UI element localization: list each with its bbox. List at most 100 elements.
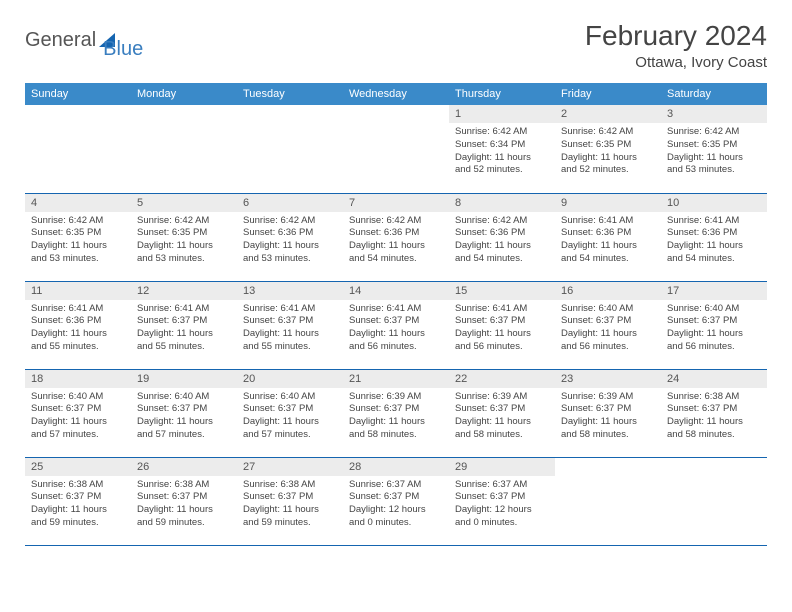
day-detail: Sunrise: 6:42 AMSunset: 6:35 PMDaylight:…: [25, 212, 131, 272]
day-number: 3: [661, 105, 767, 123]
sunset-text: Sunset: 6:37 PM: [243, 403, 337, 416]
day-cell: 27Sunrise: 6:38 AMSunset: 6:37 PMDayligh…: [237, 457, 343, 545]
weekday-wed: Wednesday: [343, 83, 449, 105]
sunset-text: Sunset: 6:36 PM: [31, 315, 125, 328]
sunset-text: Sunset: 6:37 PM: [667, 315, 761, 328]
sunset-text: Sunset: 6:37 PM: [455, 403, 549, 416]
day-detail: [343, 123, 449, 132]
sunset-text: Sunset: 6:37 PM: [349, 403, 443, 416]
day-detail: Sunrise: 6:39 AMSunset: 6:37 PMDaylight:…: [343, 388, 449, 448]
daylight-text: Daylight: 11 hours and 59 minutes.: [137, 504, 231, 530]
day-detail: Sunrise: 6:41 AMSunset: 6:36 PMDaylight:…: [555, 212, 661, 272]
sunset-text: Sunset: 6:37 PM: [31, 491, 125, 504]
calendar-week-row: 25Sunrise: 6:38 AMSunset: 6:37 PMDayligh…: [25, 457, 767, 545]
logo: General Blue: [25, 20, 143, 61]
day-number: 11: [25, 282, 131, 300]
sunrise-text: Sunrise: 6:39 AM: [561, 391, 655, 404]
sunrise-text: Sunrise: 6:39 AM: [349, 391, 443, 404]
logo-word-general: General: [25, 29, 96, 51]
sunrise-text: Sunrise: 6:42 AM: [667, 126, 761, 139]
sunrise-text: Sunrise: 6:42 AM: [455, 126, 549, 139]
sunset-text: Sunset: 6:36 PM: [561, 227, 655, 240]
daylight-text: Daylight: 11 hours and 53 minutes.: [243, 240, 337, 266]
day-cell: 9Sunrise: 6:41 AMSunset: 6:36 PMDaylight…: [555, 193, 661, 281]
day-cell: 6Sunrise: 6:42 AMSunset: 6:36 PMDaylight…: [237, 193, 343, 281]
day-cell: 12Sunrise: 6:41 AMSunset: 6:37 PMDayligh…: [131, 281, 237, 369]
sunset-text: Sunset: 6:37 PM: [561, 315, 655, 328]
day-detail: Sunrise: 6:40 AMSunset: 6:37 PMDaylight:…: [237, 388, 343, 448]
day-cell: 7Sunrise: 6:42 AMSunset: 6:36 PMDaylight…: [343, 193, 449, 281]
day-number: 8: [449, 194, 555, 212]
day-number: 2: [555, 105, 661, 123]
day-detail: [131, 123, 237, 132]
day-cell: [343, 105, 449, 193]
day-cell: [661, 457, 767, 545]
day-cell: 11Sunrise: 6:41 AMSunset: 6:36 PMDayligh…: [25, 281, 131, 369]
day-detail: Sunrise: 6:38 AMSunset: 6:37 PMDaylight:…: [131, 476, 237, 536]
sunset-text: Sunset: 6:37 PM: [561, 403, 655, 416]
daylight-text: Daylight: 11 hours and 56 minutes.: [455, 328, 549, 354]
day-detail: Sunrise: 6:42 AMSunset: 6:35 PMDaylight:…: [555, 123, 661, 183]
calendar-body: 1Sunrise: 6:42 AMSunset: 6:34 PMDaylight…: [25, 105, 767, 545]
day-number: 29: [449, 458, 555, 476]
weekday-tue: Tuesday: [237, 83, 343, 105]
day-cell: 23Sunrise: 6:39 AMSunset: 6:37 PMDayligh…: [555, 369, 661, 457]
sunrise-text: Sunrise: 6:42 AM: [455, 215, 549, 228]
weekday-sat: Saturday: [661, 83, 767, 105]
daylight-text: Daylight: 11 hours and 55 minutes.: [31, 328, 125, 354]
sunrise-text: Sunrise: 6:38 AM: [31, 479, 125, 492]
daylight-text: Daylight: 11 hours and 58 minutes.: [561, 416, 655, 442]
day-number: 27: [237, 458, 343, 476]
day-cell: 15Sunrise: 6:41 AMSunset: 6:37 PMDayligh…: [449, 281, 555, 369]
day-detail: Sunrise: 6:40 AMSunset: 6:37 PMDaylight:…: [25, 388, 131, 448]
sunset-text: Sunset: 6:36 PM: [349, 227, 443, 240]
day-detail: Sunrise: 6:39 AMSunset: 6:37 PMDaylight:…: [555, 388, 661, 448]
calendar-week-row: 18Sunrise: 6:40 AMSunset: 6:37 PMDayligh…: [25, 369, 767, 457]
day-number: 6: [237, 194, 343, 212]
day-detail: Sunrise: 6:40 AMSunset: 6:37 PMDaylight:…: [661, 300, 767, 360]
sunset-text: Sunset: 6:37 PM: [667, 403, 761, 416]
sunset-text: Sunset: 6:37 PM: [137, 491, 231, 504]
weekday-thu: Thursday: [449, 83, 555, 105]
sunrise-text: Sunrise: 6:41 AM: [455, 303, 549, 316]
day-detail: Sunrise: 6:38 AMSunset: 6:37 PMDaylight:…: [25, 476, 131, 536]
daylight-text: Daylight: 11 hours and 55 minutes.: [137, 328, 231, 354]
daylight-text: Daylight: 11 hours and 56 minutes.: [667, 328, 761, 354]
sunset-text: Sunset: 6:37 PM: [349, 315, 443, 328]
day-cell: [131, 105, 237, 193]
sunrise-text: Sunrise: 6:42 AM: [31, 215, 125, 228]
day-number: 24: [661, 370, 767, 388]
sunset-text: Sunset: 6:34 PM: [455, 139, 549, 152]
sunrise-text: Sunrise: 6:41 AM: [667, 215, 761, 228]
day-detail: [555, 476, 661, 485]
day-detail: Sunrise: 6:42 AMSunset: 6:35 PMDaylight:…: [131, 212, 237, 272]
page-header: General Blue February 2024 Ottawa, Ivory…: [25, 20, 767, 71]
sunset-text: Sunset: 6:36 PM: [455, 227, 549, 240]
sunset-text: Sunset: 6:37 PM: [137, 403, 231, 416]
sunset-text: Sunset: 6:37 PM: [455, 491, 549, 504]
calendar-week-row: 11Sunrise: 6:41 AMSunset: 6:36 PMDayligh…: [25, 281, 767, 369]
day-number: 19: [131, 370, 237, 388]
logo-word-blue: Blue: [103, 38, 143, 60]
day-detail: [237, 123, 343, 132]
day-cell: 3Sunrise: 6:42 AMSunset: 6:35 PMDaylight…: [661, 105, 767, 193]
sunset-text: Sunset: 6:37 PM: [31, 403, 125, 416]
daylight-text: Daylight: 12 hours and 0 minutes.: [455, 504, 549, 530]
daylight-text: Daylight: 11 hours and 54 minutes.: [455, 240, 549, 266]
daylight-text: Daylight: 11 hours and 54 minutes.: [667, 240, 761, 266]
sunrise-text: Sunrise: 6:38 AM: [243, 479, 337, 492]
sunrise-text: Sunrise: 6:37 AM: [349, 479, 443, 492]
day-cell: 24Sunrise: 6:38 AMSunset: 6:37 PMDayligh…: [661, 369, 767, 457]
daylight-text: Daylight: 11 hours and 58 minutes.: [667, 416, 761, 442]
daylight-text: Daylight: 11 hours and 58 minutes.: [349, 416, 443, 442]
sunrise-text: Sunrise: 6:42 AM: [561, 126, 655, 139]
day-detail: Sunrise: 6:39 AMSunset: 6:37 PMDaylight:…: [449, 388, 555, 448]
day-cell: 29Sunrise: 6:37 AMSunset: 6:37 PMDayligh…: [449, 457, 555, 545]
day-detail: Sunrise: 6:41 AMSunset: 6:37 PMDaylight:…: [343, 300, 449, 360]
sunrise-text: Sunrise: 6:40 AM: [561, 303, 655, 316]
sunrise-text: Sunrise: 6:39 AM: [455, 391, 549, 404]
day-detail: Sunrise: 6:42 AMSunset: 6:35 PMDaylight:…: [661, 123, 767, 183]
day-number: 22: [449, 370, 555, 388]
day-detail: [25, 123, 131, 132]
day-cell: 20Sunrise: 6:40 AMSunset: 6:37 PMDayligh…: [237, 369, 343, 457]
